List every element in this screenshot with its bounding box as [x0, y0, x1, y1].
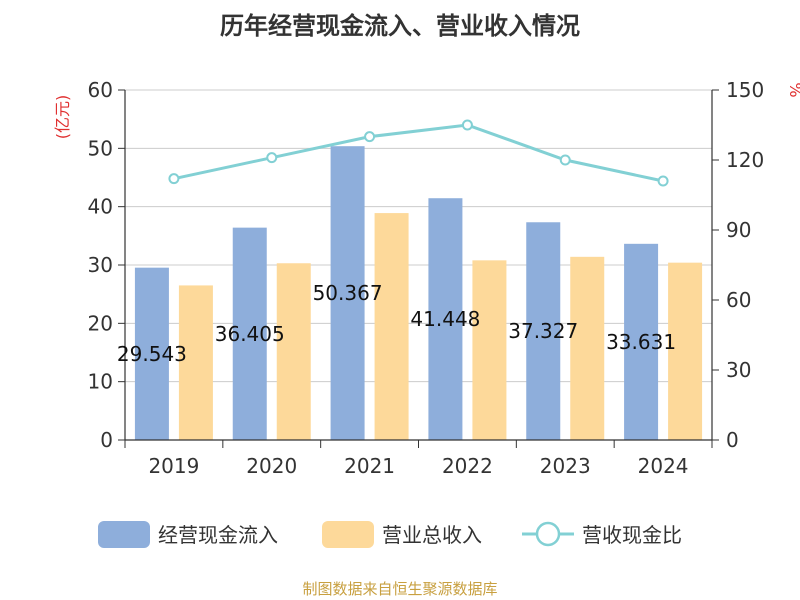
ratio-point — [266, 152, 278, 164]
legend-marker-ratio — [535, 521, 561, 547]
right-axis-unit: % — [786, 82, 800, 97]
left-tick-label: 10 — [88, 370, 113, 394]
bar-revenue — [668, 262, 703, 440]
right-tick-label: 0 — [726, 428, 739, 452]
ratio-point — [364, 131, 376, 143]
source-note: 制图数据来自恒生聚源数据库 — [302, 580, 498, 598]
bar-revenue — [570, 256, 605, 440]
bar-revenue — [374, 213, 409, 440]
ratio-point — [559, 154, 571, 166]
right-tick-label: 90 — [726, 218, 751, 242]
data-label: 29.543 — [117, 342, 187, 366]
bar-revenue — [472, 260, 507, 440]
x-tick-label: 2019 — [148, 454, 199, 478]
bars — [134, 146, 703, 440]
legend-label-cash-inflow: 经营现金流入 — [158, 523, 278, 547]
ratio-line-path — [173, 123, 664, 183]
bar-cash-inflow — [526, 222, 561, 440]
ratio-point — [657, 175, 669, 187]
axes: 0 10 20 30 40 50 60 0 30 60 90 120 150 2019 2020 2021 20… — [53, 78, 800, 478]
ratio-point — [168, 173, 180, 185]
data-label: 50.367 — [313, 281, 383, 305]
bar-revenue — [178, 285, 213, 440]
left-tick-label: 60 — [88, 78, 113, 102]
right-tick-label: 60 — [726, 288, 751, 312]
bar-cash-inflow — [624, 243, 659, 440]
legend-swatch-cash-inflow — [98, 521, 150, 548]
left-tick-label: 20 — [88, 311, 113, 335]
right-tick-label: 30 — [726, 358, 751, 382]
ratio-point — [461, 119, 473, 131]
ratio-line — [168, 119, 669, 187]
chart-title: 历年经营现金流入、营业收入情况 — [220, 12, 580, 40]
bar-cash-inflow — [232, 227, 267, 440]
left-tick-label: 0 — [100, 428, 113, 452]
bar-cash-inflow — [428, 198, 463, 440]
left-axis-unit: (亿元) — [53, 95, 72, 140]
x-tick-label: 2023 — [540, 454, 591, 478]
legend-label-ratio: 营收现金比 — [582, 523, 682, 547]
bar-revenue — [276, 263, 311, 440]
legend-label-revenue: 营业总收入 — [382, 523, 482, 547]
x-tick-label: 2024 — [638, 454, 689, 478]
bar-cash-inflow — [330, 146, 365, 440]
right-tick-label: 150 — [726, 78, 764, 102]
x-tick-label: 2022 — [442, 454, 493, 478]
left-tick-label: 50 — [88, 136, 113, 160]
data-labels: 29.543 36.405 50.367 41.448 37.327 33.631 — [117, 281, 676, 366]
grid-lines — [125, 89, 712, 383]
legend: 经营现金流入 营业总收入 营收现金比 — [98, 521, 682, 548]
data-label: 36.405 — [215, 322, 285, 346]
legend-swatch-revenue — [322, 521, 374, 548]
data-label: 41.448 — [410, 307, 480, 331]
left-tick-label: 30 — [88, 253, 113, 277]
data-label: 33.631 — [606, 330, 676, 354]
left-tick-label: 40 — [88, 195, 113, 219]
data-label: 37.327 — [508, 319, 578, 343]
right-tick-label: 120 — [726, 148, 764, 172]
x-tick-label: 2020 — [246, 454, 297, 478]
x-tick-label: 2021 — [344, 454, 395, 478]
bar-cash-inflow — [134, 267, 169, 440]
